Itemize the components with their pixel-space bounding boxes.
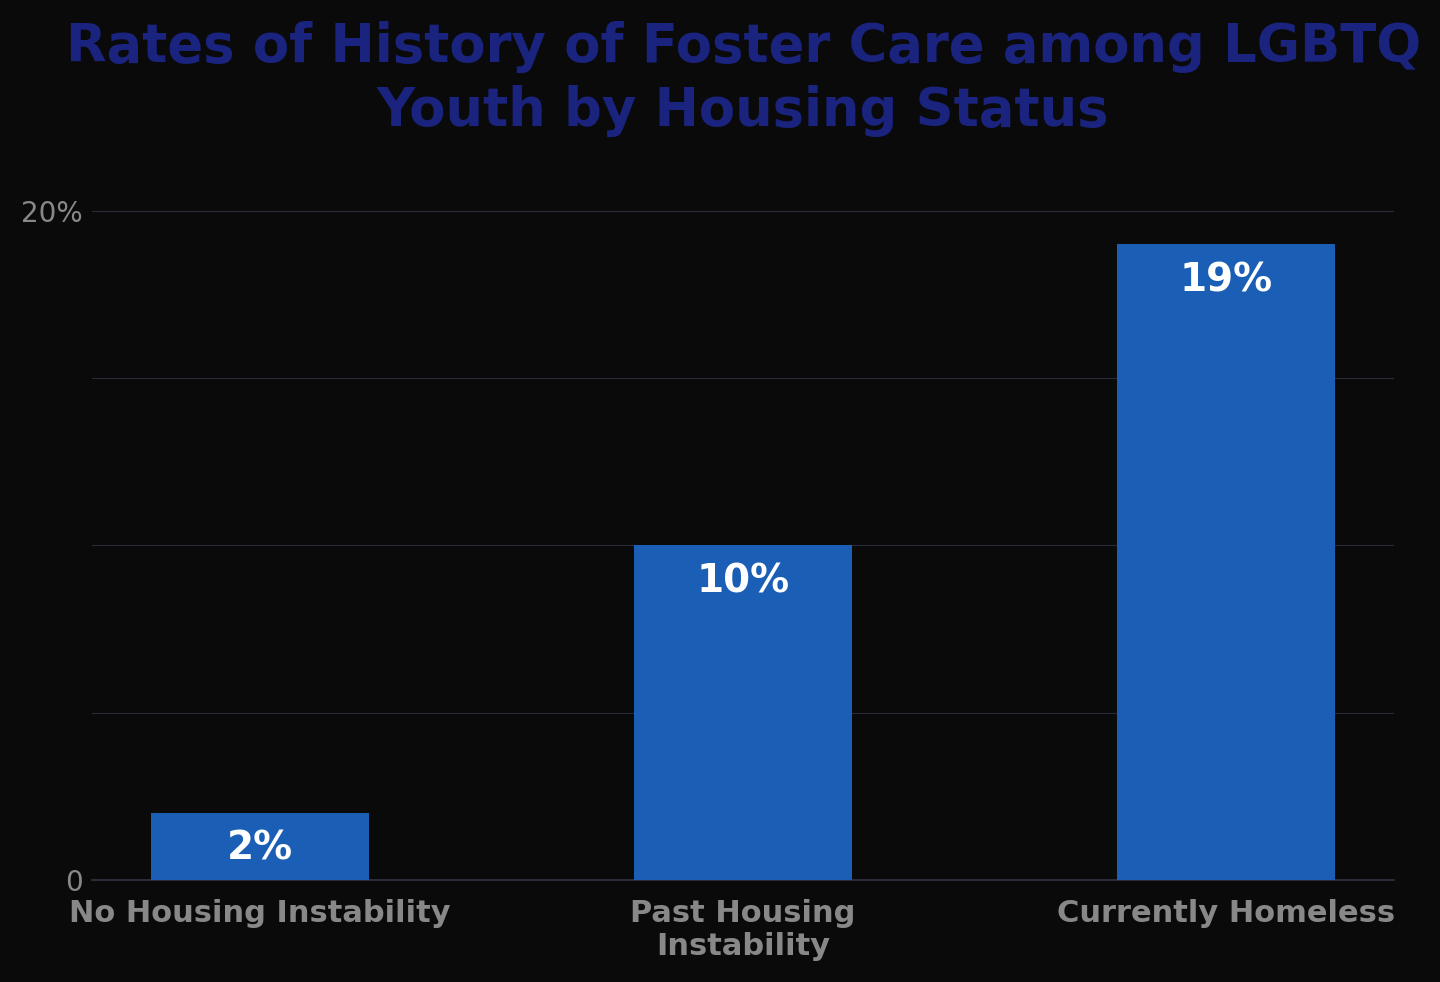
Text: 19%: 19% xyxy=(1179,261,1273,300)
Bar xyxy=(1117,245,1335,880)
Text: 10%: 10% xyxy=(697,562,789,600)
Title: Rates of History of Foster Care among LGBTQ
Youth by Housing Status: Rates of History of Foster Care among LG… xyxy=(66,21,1421,137)
Bar xyxy=(635,545,852,880)
Bar xyxy=(151,813,369,880)
Text: 2%: 2% xyxy=(228,830,294,868)
